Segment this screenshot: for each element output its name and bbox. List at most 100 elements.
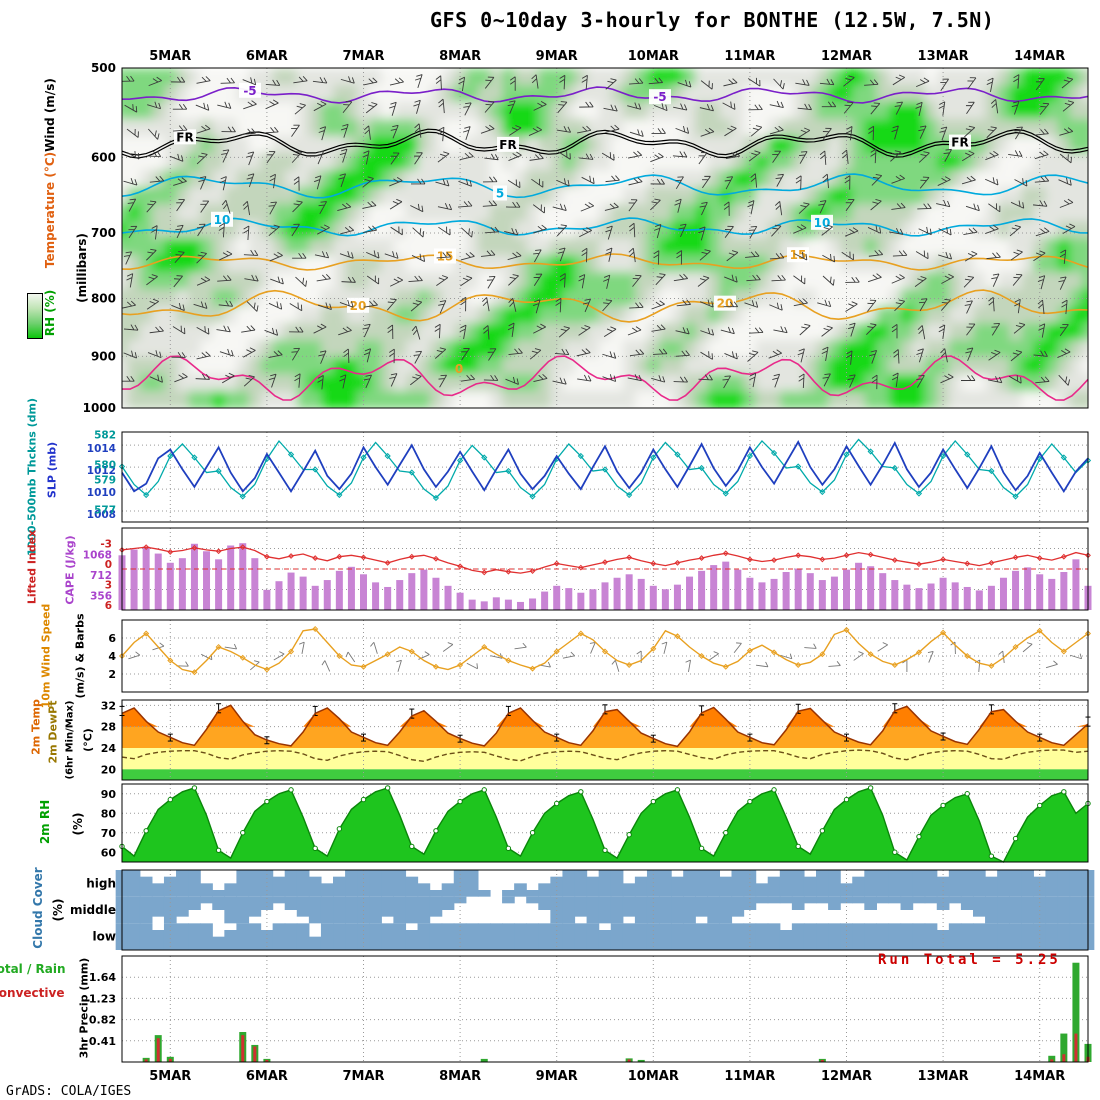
page-title: GFS 0~10day 3-hourly for BONTHE (12.5W, … xyxy=(430,8,995,32)
svg-text:582: 582 xyxy=(94,430,116,442)
svg-text:577: 577 xyxy=(94,505,116,517)
ylabel-cloud-pct: (%) xyxy=(51,898,65,922)
ylabel-precip: 3hr Precip (mm) xyxy=(77,957,91,1059)
svg-text:28: 28 xyxy=(101,721,116,734)
svg-text:FR: FR xyxy=(176,130,193,144)
svg-text:1000: 1000 xyxy=(83,401,116,415)
panel-slp-thickness: 1008 1010 1012 1014 577 579 580 582 xyxy=(87,430,1092,523)
svg-text:10: 10 xyxy=(814,216,831,230)
ylabel-cloud-cover: Cloud Cover xyxy=(31,867,45,949)
svg-text:high: high xyxy=(86,876,116,890)
run-total-text: Run Total = 5.25 xyxy=(878,952,1061,968)
svg-text:10MAR: 10MAR xyxy=(628,49,679,64)
ylabel-degc: (°C) xyxy=(81,728,95,752)
svg-text:12MAR: 12MAR xyxy=(821,1069,872,1084)
svg-text:15: 15 xyxy=(437,250,454,264)
ylabel-rh: RH (%) xyxy=(43,289,57,337)
svg-text:9MAR: 9MAR xyxy=(536,1069,578,1084)
svg-text:1.64: 1.64 xyxy=(89,971,116,984)
ylabel-minmax: (6hr Min/Max) xyxy=(64,700,76,780)
svg-text:5: 5 xyxy=(496,186,504,200)
panel-rh2m: 60 70 80 90 xyxy=(101,783,1091,863)
svg-text:1012: 1012 xyxy=(87,465,116,477)
svg-text:-5: -5 xyxy=(653,90,666,104)
panel-cloud-cover: high middle low xyxy=(70,869,1095,951)
svg-text:800: 800 xyxy=(91,292,116,306)
svg-text:356: 356 xyxy=(90,591,112,603)
svg-text:32: 32 xyxy=(101,699,116,712)
svg-text:5MAR: 5MAR xyxy=(149,49,191,64)
svg-text:11MAR: 11MAR xyxy=(724,49,775,64)
upper-wind-barbs xyxy=(122,74,1076,390)
svg-text:6: 6 xyxy=(105,600,112,612)
svg-text:12MAR: 12MAR xyxy=(821,49,872,64)
svg-text:579: 579 xyxy=(94,475,116,487)
svg-text:1.23: 1.23 xyxy=(89,992,116,1005)
ylabel-rh-pct: (%) xyxy=(71,812,85,836)
svg-text:4: 4 xyxy=(108,650,116,663)
svg-text:13MAR: 13MAR xyxy=(918,49,969,64)
svg-text:9MAR: 9MAR xyxy=(536,49,578,64)
svg-text:20: 20 xyxy=(717,297,734,311)
date-axis: 5MAR 5MAR 6MAR 6MAR 7MAR 7MAR 8MAR 8MAR 9MAR 9MAR… xyxy=(149,49,1065,1084)
svg-text:-5: -5 xyxy=(243,84,256,98)
svg-text:600: 600 xyxy=(91,150,116,164)
svg-text:900: 900 xyxy=(91,349,116,363)
ylabel-wind10-speed: 10m Wind Speed xyxy=(39,603,53,709)
ylabel-2m-temp: 2m Temp xyxy=(29,699,43,755)
svg-text:middle: middle xyxy=(70,903,116,917)
ylabel-millibars: (millibars) xyxy=(75,233,89,303)
svg-text:90: 90 xyxy=(101,788,117,801)
svg-text:10MAR: 10MAR xyxy=(628,1069,679,1084)
svg-text:8MAR: 8MAR xyxy=(439,1069,481,1084)
rh-colorbar xyxy=(27,293,43,339)
svg-text:FR: FR xyxy=(951,136,968,150)
ylabel-convective: Convective xyxy=(0,986,65,1000)
svg-text:6MAR: 6MAR xyxy=(246,1069,288,1084)
ylabel-wind-ms: Wind (m/s) xyxy=(43,78,57,152)
ylabel-2m-dewpt: 2m DewPt xyxy=(46,700,60,764)
svg-text:14MAR: 14MAR xyxy=(1014,49,1065,64)
svg-text:580: 580 xyxy=(94,460,116,472)
svg-text:0.82: 0.82 xyxy=(89,1014,116,1027)
svg-text:FR: FR xyxy=(499,138,516,152)
svg-text:14MAR: 14MAR xyxy=(1014,1069,1065,1084)
svg-text:20: 20 xyxy=(101,763,117,776)
ylabel-2m-rh: 2m RH xyxy=(38,799,52,845)
svg-text:20: 20 xyxy=(350,299,367,313)
svg-text:3: 3 xyxy=(105,580,112,592)
svg-text:60: 60 xyxy=(101,846,117,859)
svg-text:5MAR: 5MAR xyxy=(149,1069,191,1084)
svg-text:712: 712 xyxy=(90,570,112,582)
svg-text:6MAR: 6MAR xyxy=(246,49,288,64)
svg-text:1068: 1068 xyxy=(83,550,112,562)
svg-text:8MAR: 8MAR xyxy=(439,49,481,64)
svg-text:700: 700 xyxy=(91,226,116,240)
svg-text:11MAR: 11MAR xyxy=(724,1069,775,1084)
panel-precip: 0.41 0.82 1.23 1.64 xyxy=(89,955,1092,1063)
ylabel-wind10-units: (m/s) & Barbs xyxy=(73,613,87,699)
ylabel-cape: CAPE (J/kg) xyxy=(63,535,77,605)
svg-text:24: 24 xyxy=(101,742,117,755)
svg-text:70: 70 xyxy=(101,827,117,840)
panel-wind10m: 2 4 6 xyxy=(108,619,1092,693)
svg-text:13MAR: 13MAR xyxy=(918,1069,969,1084)
svg-text:500: 500 xyxy=(91,61,116,75)
svg-text:2: 2 xyxy=(108,668,116,681)
grads-credit: GrADS: COLA/IGES xyxy=(6,1084,132,1099)
panel-temp-dewpt: 20 24 28 32 xyxy=(101,699,1091,781)
svg-text:1014: 1014 xyxy=(87,443,116,455)
svg-text:80: 80 xyxy=(101,807,117,820)
svg-text:1008: 1008 xyxy=(87,509,116,521)
ylabel-lifted-index: Lifted Index xyxy=(25,529,39,605)
svg-text:0.41: 0.41 xyxy=(89,1035,116,1048)
svg-text:6: 6 xyxy=(108,632,116,645)
svg-text:7MAR: 7MAR xyxy=(342,1069,384,1084)
svg-text:10: 10 xyxy=(214,213,231,227)
ylabel-slp: SLP (mb) xyxy=(45,441,59,499)
svg-text:-3: -3 xyxy=(100,539,112,551)
